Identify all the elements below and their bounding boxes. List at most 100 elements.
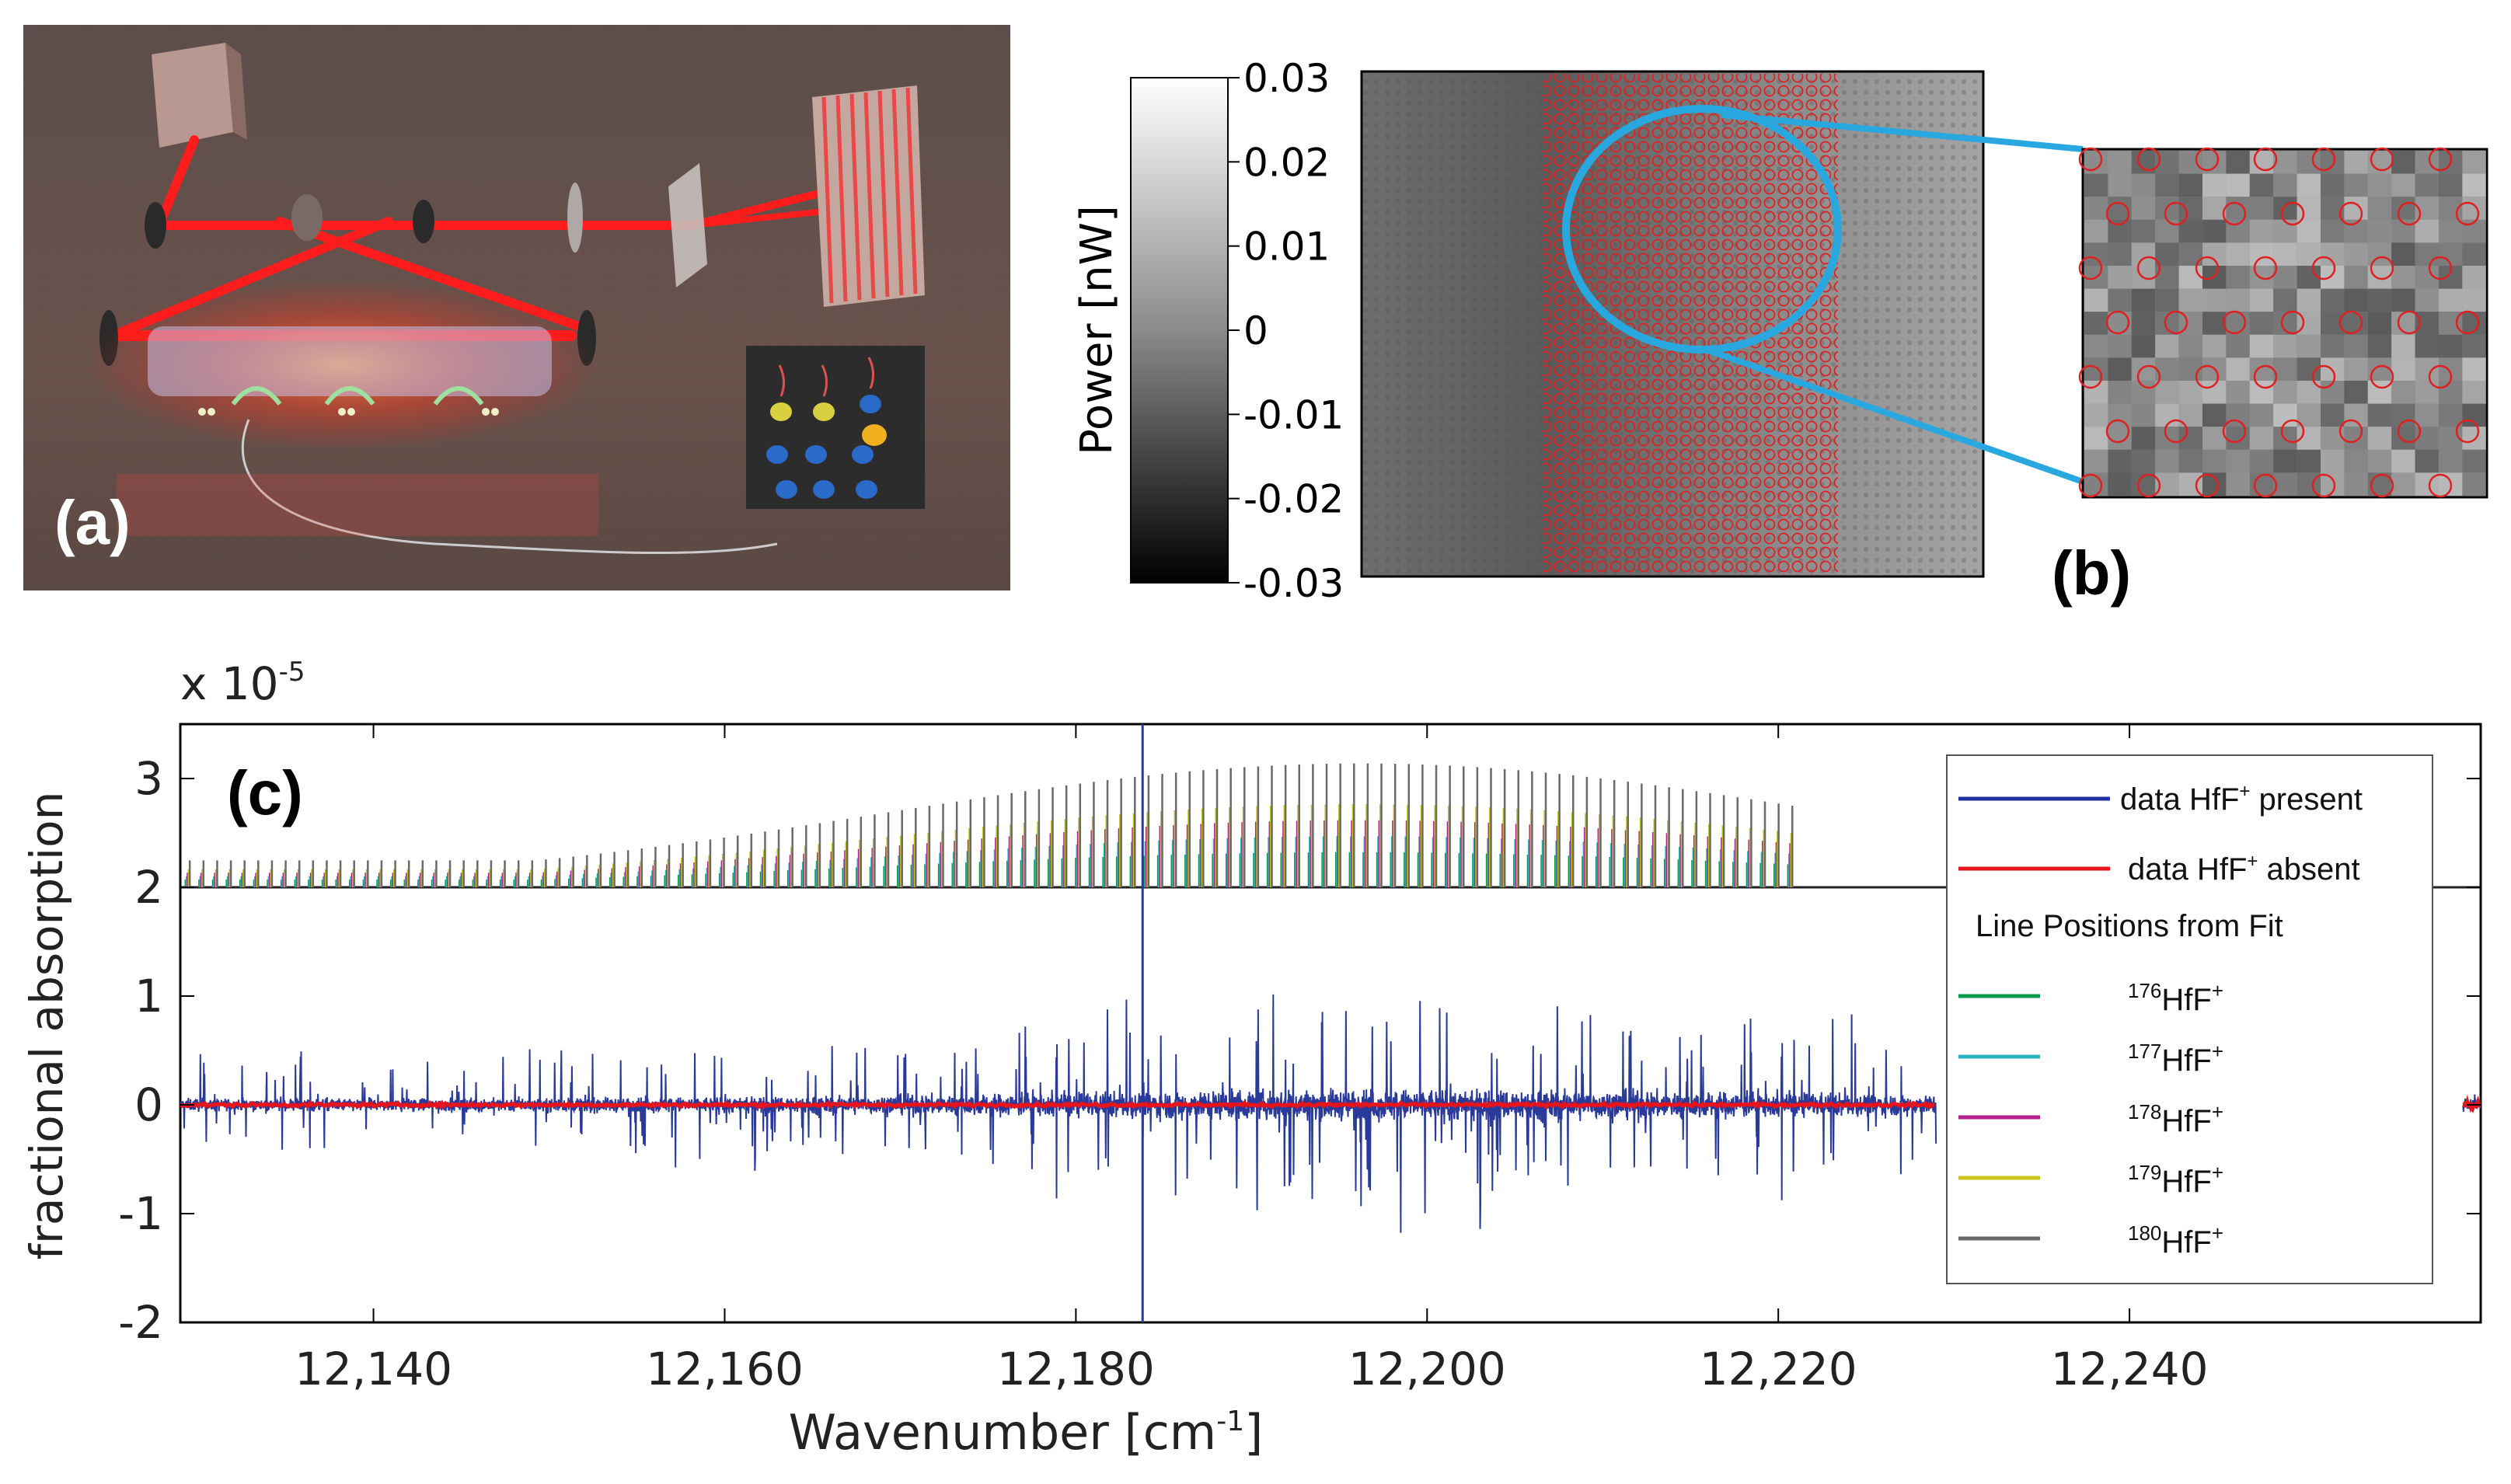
ion-marker: [2222, 419, 2247, 444]
ion-marker: [2136, 364, 2161, 389]
fit-lines: [184, 763, 1794, 887]
ion-marker: [2370, 147, 2394, 172]
panel-c-chart: x 10-5 12,140 12,160 12,180 12,200 12,220 12,…: [20, 657, 2482, 1461]
y-tick-label: -2: [118, 1296, 163, 1349]
ion-marker: [2455, 419, 2480, 444]
ion-marker: [2428, 256, 2453, 280]
ion-marker: [2164, 310, 2188, 335]
zoom-region-ellipse: [1562, 105, 1842, 354]
legend-label-isotope: 176HfF+: [2128, 979, 2223, 1017]
x-tick-label: 12,240: [2051, 1343, 2209, 1395]
legend-label-absent: data HfF+ absent: [2128, 851, 2360, 887]
ion-marker: [2370, 364, 2394, 389]
ion-marker: [2136, 256, 2161, 280]
ion-marker: [2428, 364, 2453, 389]
colorbar-tick-label: -0.03: [1243, 561, 1344, 606]
ion-marker: [2136, 147, 2161, 172]
ion-marker: [2397, 201, 2422, 226]
ion-trap-icon: [148, 326, 778, 555]
legend-label-isotope: 178HfF+: [2128, 1100, 2223, 1138]
ion-marker: [2105, 419, 2130, 444]
ion-marker: [2280, 419, 2305, 444]
ion-marker: [2164, 201, 2188, 226]
zoom-line-bottom: [1704, 347, 2084, 485]
ion-marker: [2397, 310, 2422, 335]
y-tick-label: 2: [134, 861, 163, 914]
legend-label-isotope: 177HfF+: [2128, 1040, 2223, 1078]
ion-marker: [2338, 419, 2363, 444]
legend-label-isotope: 179HfF+: [2128, 1161, 2223, 1199]
reflection: [117, 474, 598, 536]
zoom-inset: [2078, 147, 2488, 499]
x-tick-label: 12,220: [1700, 1343, 1857, 1395]
y-tick-label: 0: [134, 1078, 163, 1131]
x-tick-label: 12,160: [646, 1343, 804, 1395]
colorbar-tick-label: 0.03: [1243, 56, 1330, 101]
series-absent-line-b: [2462, 1095, 2481, 1114]
legend-label-isotope: 180HfF+: [2128, 1221, 2223, 1259]
ion-marker: [2078, 364, 2103, 389]
ion-marker: [2078, 147, 2103, 172]
series-absent-line: [180, 1099, 1935, 1110]
ion-marker: [2311, 473, 2336, 498]
ion-marker: [2078, 473, 2103, 498]
x-axis-label: Wavenumber [cm-1]: [789, 1404, 1264, 1461]
ion-marker: [2338, 310, 2363, 335]
y-tick-label: 3: [134, 752, 163, 805]
ion-marker: [2370, 473, 2394, 498]
panel-b-tag: (b): [2052, 538, 2131, 608]
diffraction-grating-icon: [812, 85, 925, 307]
ion-marker: [2280, 201, 2305, 226]
ion-marker: [2164, 419, 2188, 444]
ion-marker: [2136, 473, 2161, 498]
ion-marker: [2397, 419, 2422, 444]
zoom-line-top: [1721, 112, 2084, 152]
ion-marker: [2222, 201, 2247, 226]
ion-marker: [2078, 256, 2103, 280]
ion-marker: [2253, 364, 2278, 389]
ion-crystal-image: [1360, 70, 1985, 578]
ion-position-circles: [1543, 74, 1838, 575]
ion-marker: [2195, 364, 2220, 389]
ion-marker: [2253, 147, 2278, 172]
ion-marker: [2105, 310, 2130, 335]
panel-a-illustration: (a): [23, 25, 1010, 590]
ion-marker: [2195, 147, 2220, 172]
ion-marker: [2105, 201, 2130, 226]
camera-inset-icon: [746, 346, 925, 509]
ion-marker: [2195, 256, 2220, 280]
panel-b: 0.030.020.010-0.01-0.02-0.03 Power [nW] …: [1072, 56, 2488, 608]
ion-marker: [2195, 473, 2220, 498]
laser-source-icon: [152, 43, 247, 148]
legend-label-present: data HfF+ present: [2120, 781, 2363, 817]
ion-marker: [2428, 147, 2453, 172]
colorbar-label: Power [nW]: [1072, 205, 1122, 455]
colorbar-tick-label: 0.02: [1243, 140, 1330, 185]
ion-marker: [2311, 256, 2336, 280]
ion-marker: [2455, 201, 2480, 226]
colorbar-tick-label: -0.01: [1243, 392, 1344, 437]
ion-marker: [2311, 147, 2336, 172]
y-axis-label: fractional absorption: [20, 792, 73, 1260]
x-tick-label: 12,140: [295, 1343, 452, 1395]
y-tick-label: 1: [134, 970, 163, 1022]
panel-a-tag: (a): [54, 488, 131, 557]
ion-marker: [2253, 256, 2278, 280]
x-tick-label: 12,200: [1348, 1343, 1506, 1395]
colorbar-ticks: 0.03 0.02 0.01 0 -0.01 -0.02 -0.03: [1228, 56, 1344, 606]
ion-marker: [2428, 473, 2453, 498]
colorbar: [1130, 77, 1229, 583]
colorbar-tick-label: 0.01: [1243, 225, 1330, 270]
ion-marker: [2338, 201, 2363, 226]
ion-marker: [2311, 364, 2336, 389]
y-tick-label: -1: [118, 1187, 163, 1240]
ion-marker: [2222, 310, 2247, 335]
ion-marker: [2280, 310, 2305, 335]
ion-marker: [2370, 256, 2394, 280]
ion-marker: [2253, 473, 2278, 498]
legend-subtitle: Line Positions from Fit: [1976, 909, 2283, 943]
ion-marker: [2455, 310, 2480, 335]
colorbar-tick-label: -0.02: [1243, 477, 1344, 522]
panel-c-tag: (c): [227, 758, 303, 827]
